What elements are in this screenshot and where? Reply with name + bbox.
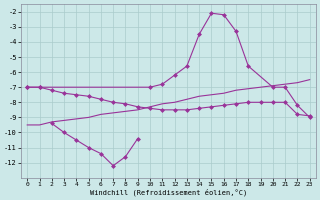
X-axis label: Windchill (Refroidissement éolien,°C): Windchill (Refroidissement éolien,°C) — [90, 188, 247, 196]
